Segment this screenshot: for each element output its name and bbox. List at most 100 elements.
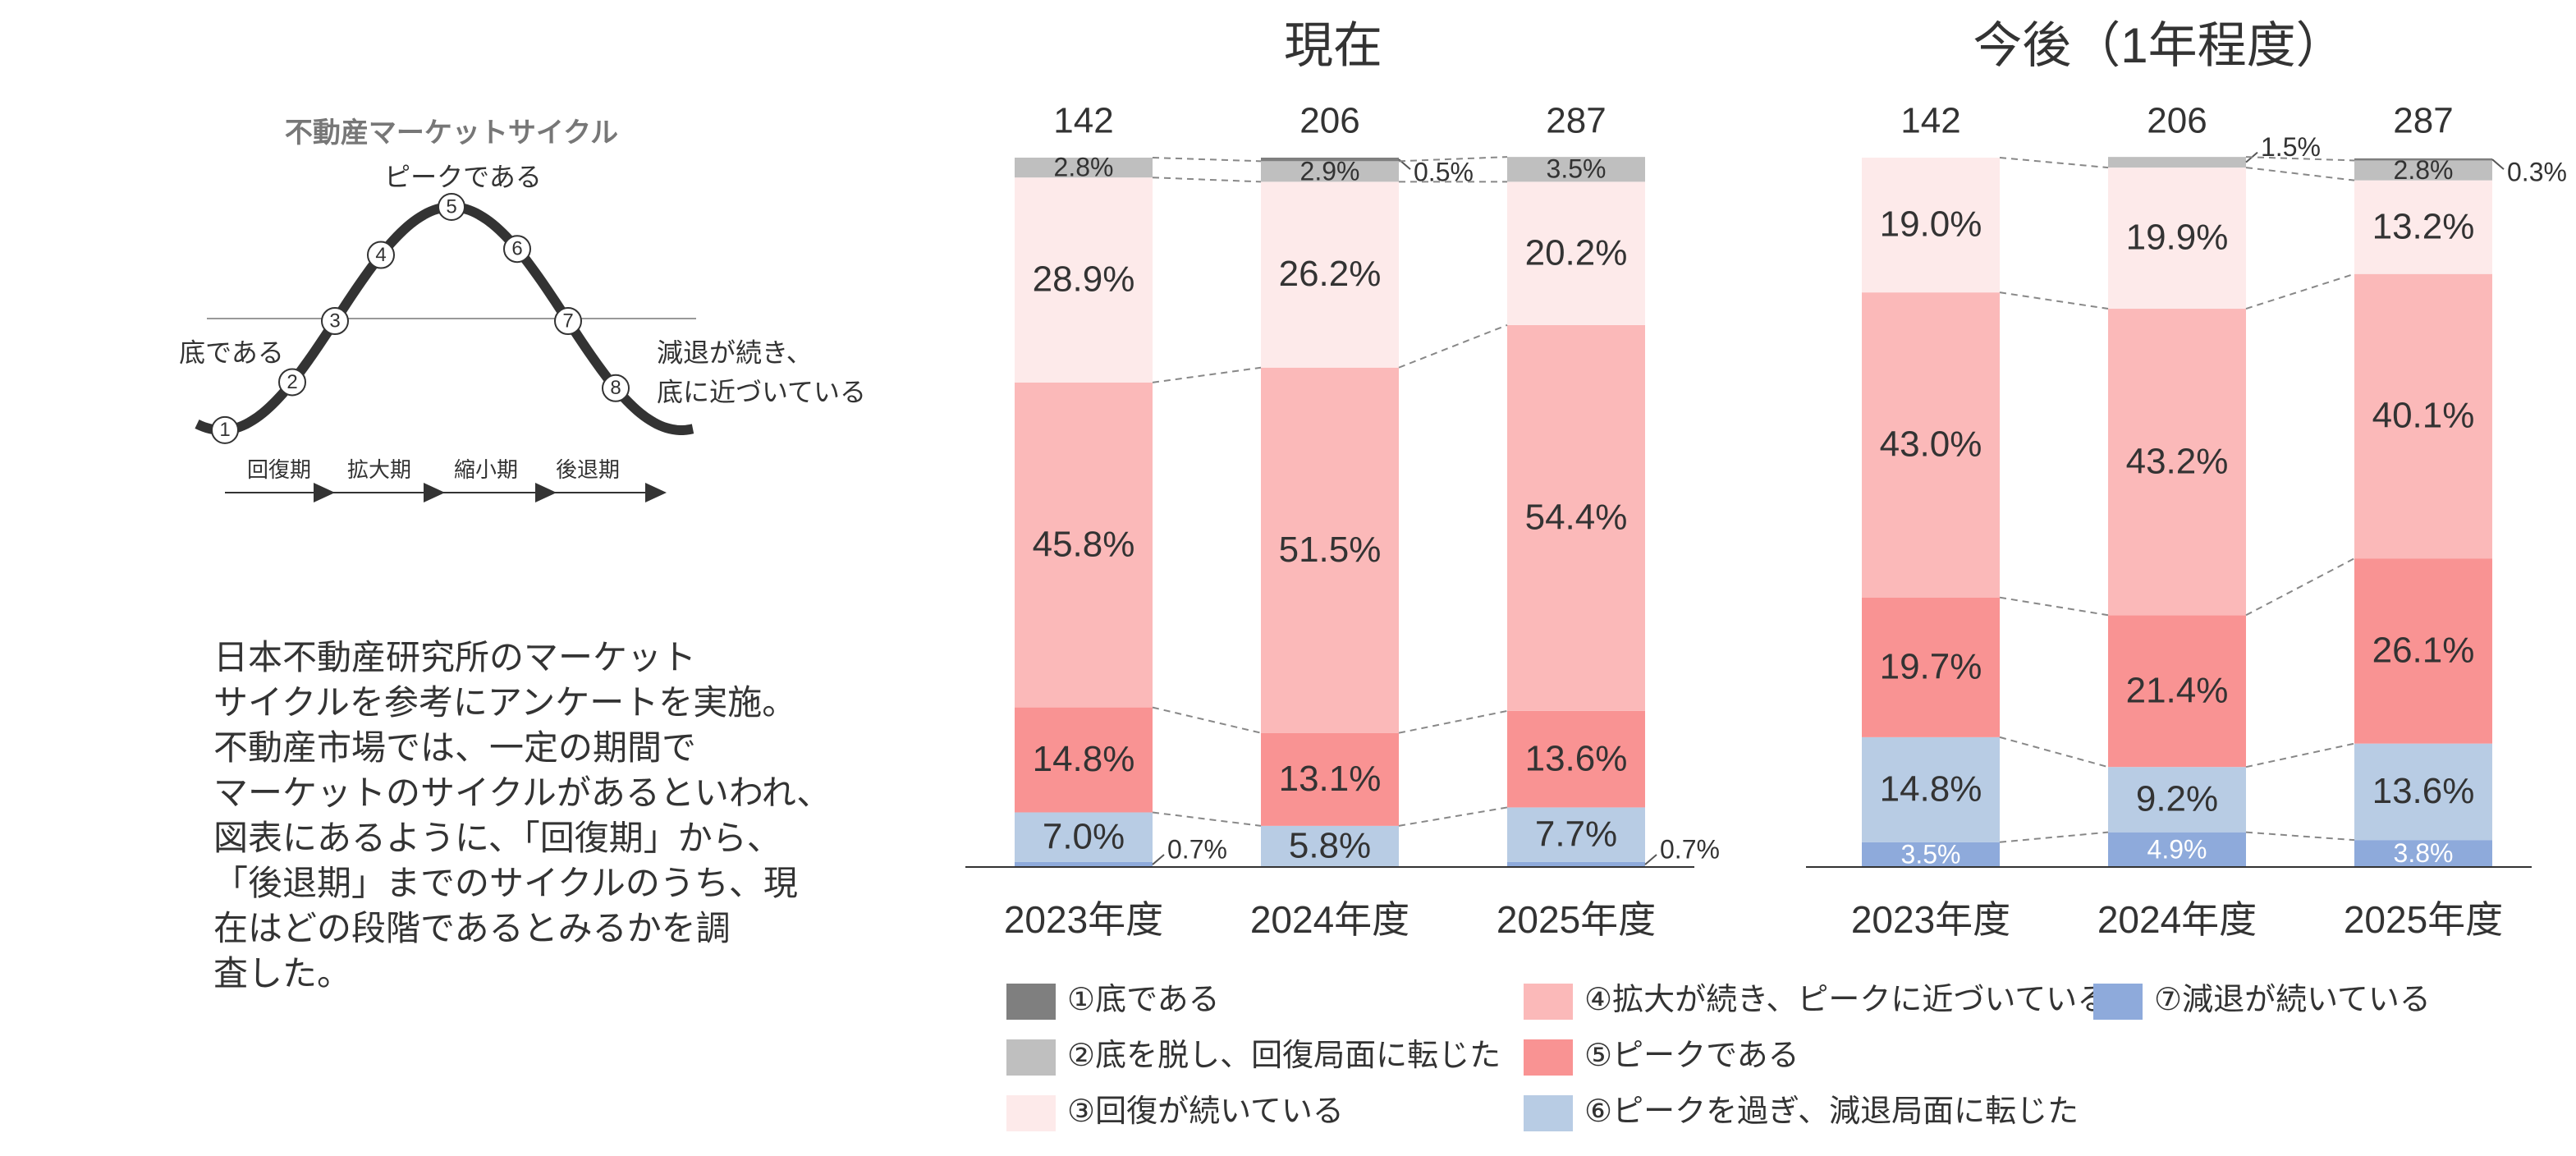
bar-segment (2354, 743, 2492, 841)
bar-segment (2108, 167, 2246, 310)
connector (1398, 806, 1508, 827)
note-line: マーケットのサイクルがあるといわれ、 (213, 773, 831, 812)
value-label: 3.5% (1901, 839, 1961, 869)
total-label: 142 (1053, 101, 1113, 141)
bar-segment (1862, 158, 2000, 293)
bar-segment (2354, 180, 2492, 274)
diagram-title: 不動産マーケットサイクル (285, 117, 618, 149)
bar-segment (1015, 177, 1153, 383)
stage-marker (278, 368, 306, 397)
x-tick-label: 2025年度 (2344, 898, 2503, 941)
value-label: 9.2% (2136, 779, 2218, 819)
x-tick-label: 2023年度 (1004, 898, 1163, 941)
connector (2245, 273, 2355, 310)
leader-line (1152, 854, 1165, 865)
connector (2245, 742, 2355, 768)
total-label: 142 (1900, 101, 1960, 141)
bar-segment (2354, 840, 2492, 867)
bar-segment (2354, 158, 2492, 161)
value-label: 1.5% (2261, 132, 2321, 162)
value-label: 51.5% (1279, 530, 1382, 570)
value-label: 13.6% (2372, 771, 2475, 811)
value-label: 7.7% (1535, 814, 1617, 854)
bar-segment (1015, 812, 1153, 862)
bar-segment (1507, 710, 1645, 808)
x-tick-label: 2024年度 (1250, 898, 1409, 941)
connector (1398, 709, 1508, 734)
connector (1999, 831, 2109, 843)
bar-segment (1261, 158, 1399, 162)
phase-arrows (225, 483, 667, 502)
decline-label: 底に近づいている (657, 377, 866, 406)
value-label: 2.8% (1054, 153, 1114, 182)
bar-segment (1507, 157, 1645, 182)
arrowhead (314, 483, 335, 502)
value-label: 13.2% (2372, 206, 2475, 246)
value-label: 14.8% (1033, 739, 1135, 779)
value-label: 28.9% (1033, 259, 1135, 300)
x-tick-label: 2025年度 (1497, 898, 1656, 941)
bar-segment (2354, 558, 2492, 744)
stage-number: 7 (562, 310, 573, 332)
chart-title: 今後（1年程度） (1973, 18, 2345, 73)
value-label: 20.2% (1525, 232, 1628, 273)
legend-label: ①底である (1067, 983, 1220, 1017)
arrowhead (645, 483, 667, 502)
leader-line (1644, 854, 1657, 865)
bar-segment (1862, 292, 2000, 598)
legend-label: ②底を脱し、回復局面に転じた (1067, 1039, 1501, 1073)
peak-label: ピークである (384, 162, 542, 191)
value-label: 19.0% (1880, 204, 1982, 245)
phase-label: 縮小期 (454, 457, 518, 482)
stage-marker (367, 241, 395, 269)
note-line: 日本不動産研究所のマーケット (213, 638, 696, 677)
bar-segment (1261, 181, 1399, 368)
connector (1398, 323, 1508, 369)
connector (2245, 557, 2355, 617)
value-label: 26.1% (2372, 631, 2475, 671)
arrowhead (535, 483, 557, 502)
note-line: 不動産市場では、一定の期間で (213, 728, 696, 767)
value-label: 13.6% (1525, 738, 1628, 778)
value-label: 7.0% (1043, 816, 1125, 856)
bar-segment (2108, 309, 2246, 616)
bar-segment (1261, 367, 1399, 733)
bar-segment (2354, 273, 2492, 559)
total-label: 287 (1546, 101, 1606, 141)
decline-label: 減退が続き、 (657, 337, 813, 367)
legend-swatch (1006, 984, 1056, 1020)
legend-swatch (1006, 1095, 1056, 1131)
bar-segment (1015, 861, 1153, 867)
legend-swatch (1524, 1095, 1573, 1131)
bar-segment (2108, 157, 2246, 168)
stage-marker (503, 235, 531, 264)
value-label: 0.3% (2507, 158, 2567, 187)
total-label: 287 (2393, 101, 2453, 141)
leader-line (2491, 158, 2505, 170)
connector (2245, 167, 2355, 181)
arrowhead (424, 483, 445, 502)
bar-segment (2108, 615, 2246, 768)
bar-segment (1862, 736, 2000, 842)
phase-label: 拡大期 (347, 457, 411, 482)
bar-segment (1862, 597, 2000, 737)
chart-title: 現在 (1284, 18, 1382, 73)
legend-swatch (1006, 1039, 1056, 1076)
value-label: 54.4% (1525, 498, 1628, 538)
value-label: 4.9% (2147, 834, 2207, 864)
legend-label: ③回復が続いている (1067, 1094, 1344, 1129)
note-line: 「後退期」までのサイクルのうち、現 (213, 864, 798, 902)
connector (1152, 366, 1262, 383)
stage-number: 4 (375, 244, 386, 266)
connector (1999, 291, 2109, 310)
value-label: 0.7% (1660, 834, 1720, 864)
legend-swatch (1524, 1039, 1573, 1076)
legend-swatch (1524, 984, 1573, 1020)
connector (1152, 811, 1262, 827)
value-label: 45.8% (1033, 524, 1135, 564)
value-label: 21.4% (2126, 670, 2229, 710)
connector (1999, 157, 2109, 169)
connector (1999, 596, 2109, 617)
value-label: 0.7% (1167, 834, 1227, 864)
